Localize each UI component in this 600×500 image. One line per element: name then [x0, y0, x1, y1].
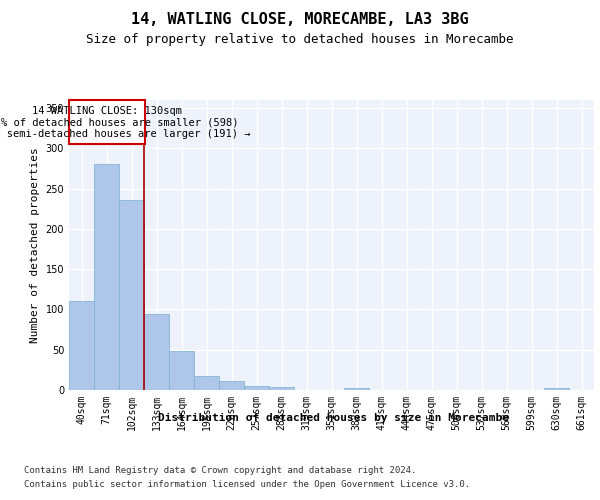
Text: Contains HM Land Registry data © Crown copyright and database right 2024.: Contains HM Land Registry data © Crown c… — [24, 466, 416, 475]
Text: 14, WATLING CLOSE, MORECAMBE, LA3 3BG: 14, WATLING CLOSE, MORECAMBE, LA3 3BG — [131, 12, 469, 28]
Text: Contains public sector information licensed under the Open Government Licence v3: Contains public sector information licen… — [24, 480, 470, 489]
Bar — [169, 350, 194, 390]
Bar — [219, 381, 244, 390]
Bar — [544, 388, 569, 390]
Bar — [94, 164, 119, 390]
Bar — [69, 100, 145, 144]
Bar — [69, 302, 94, 390]
Bar — [244, 386, 269, 390]
Text: ← 75% of detached houses are smaller (598): ← 75% of detached houses are smaller (59… — [0, 118, 238, 128]
Bar — [119, 200, 144, 390]
Y-axis label: Number of detached properties: Number of detached properties — [30, 147, 40, 343]
Text: 14 WATLING CLOSE: 130sqm: 14 WATLING CLOSE: 130sqm — [32, 106, 182, 117]
Bar — [194, 376, 219, 390]
Bar — [144, 314, 169, 390]
Bar — [269, 387, 294, 390]
Text: Distribution of detached houses by size in Morecambe: Distribution of detached houses by size … — [158, 412, 509, 422]
Bar — [344, 388, 369, 390]
Text: 24% of semi-detached houses are larger (191) →: 24% of semi-detached houses are larger (… — [0, 129, 251, 139]
Text: Size of property relative to detached houses in Morecambe: Size of property relative to detached ho… — [86, 32, 514, 46]
